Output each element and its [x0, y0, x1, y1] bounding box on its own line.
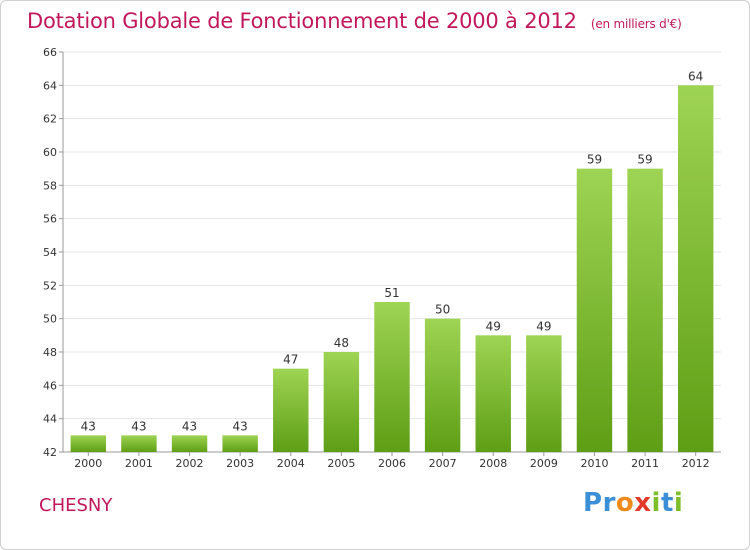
y-tick-label: 60	[43, 146, 57, 159]
commune-name: CHESNY	[39, 495, 113, 516]
data-label: 43	[182, 419, 197, 433]
y-tick-label: 62	[43, 113, 57, 126]
x-tick-label: 2006	[378, 457, 406, 470]
x-tick-label: 2010	[580, 457, 608, 470]
brand-letter: i	[673, 488, 684, 518]
bar	[677, 85, 714, 452]
brand-letter: r	[602, 488, 616, 518]
brand-logo: Proxiti	[583, 488, 683, 518]
y-tick-label: 48	[43, 346, 57, 359]
y-tick-label: 56	[43, 213, 57, 226]
bar	[273, 368, 309, 452]
y-tick-label: 54	[43, 246, 57, 259]
bar	[70, 435, 107, 452]
brand-letter: o	[615, 488, 635, 518]
bar	[526, 335, 562, 452]
data-label: 51	[384, 286, 399, 300]
x-tick-label: 2003	[226, 457, 254, 470]
data-label: 64	[688, 69, 703, 83]
chart-title-text: Dotation Globale de Fonctionnement de 20…	[27, 9, 577, 33]
x-tick-label: 2007	[429, 457, 457, 470]
brand-letter: P	[583, 488, 603, 518]
bar	[374, 302, 410, 452]
y-tick-label: 46	[43, 379, 57, 392]
y-tick-label: 58	[43, 179, 57, 192]
bar	[121, 435, 157, 452]
y-tick-label: 44	[43, 413, 57, 426]
data-label: 43	[131, 419, 146, 433]
data-label: 49	[486, 319, 501, 333]
data-label: 59	[587, 153, 602, 167]
bar	[323, 352, 360, 452]
x-tick-label: 2009	[530, 457, 558, 470]
x-tick-label: 2011	[631, 457, 659, 470]
y-tick-label: 66	[43, 46, 57, 59]
brand-letter: x	[634, 488, 652, 518]
x-tick-label: 2012	[682, 457, 710, 470]
x-tick-label: 2002	[176, 457, 204, 470]
data-label: 48	[334, 336, 349, 350]
y-tick-label: 50	[43, 313, 57, 326]
brand-letter: t	[660, 488, 674, 518]
data-label: 49	[536, 319, 551, 333]
x-tick-label: 2001	[125, 457, 153, 470]
y-tick-labels: 42 44 46 48 50 52 54 56 58 60 62 64 66	[43, 46, 57, 459]
data-labels: 43 43 43 43 47 48 51 50 49 49 59 59 64	[81, 69, 704, 433]
x-tick-labels: 2000 2001 2002 2003 2004 2005 2006 2007 2008 2009…	[74, 457, 709, 470]
data-label: 43	[81, 419, 96, 433]
brand-letter: i	[651, 488, 661, 518]
bars	[70, 85, 714, 452]
data-label: 47	[283, 353, 298, 367]
y-tick-label: 64	[43, 79, 57, 92]
bar	[222, 435, 258, 452]
x-tick-label: 2004	[277, 457, 305, 470]
data-label: 59	[637, 153, 652, 167]
x-tick-label: 2005	[327, 457, 355, 470]
x-tick-label: 2000	[74, 457, 102, 470]
bar	[576, 168, 613, 452]
chart-title: Dotation Globale de Fonctionnement de 20…	[27, 9, 682, 33]
chart-subtitle: (en milliers d'€)	[590, 17, 682, 31]
data-label: 50	[435, 303, 450, 317]
bar	[424, 318, 461, 452]
bar	[171, 435, 208, 452]
bar	[475, 335, 511, 452]
x-tick-label: 2008	[479, 457, 507, 470]
bar	[627, 168, 663, 452]
data-label: 43	[233, 419, 248, 433]
y-tick-label: 42	[43, 446, 57, 459]
y-tick-label: 52	[43, 279, 57, 292]
